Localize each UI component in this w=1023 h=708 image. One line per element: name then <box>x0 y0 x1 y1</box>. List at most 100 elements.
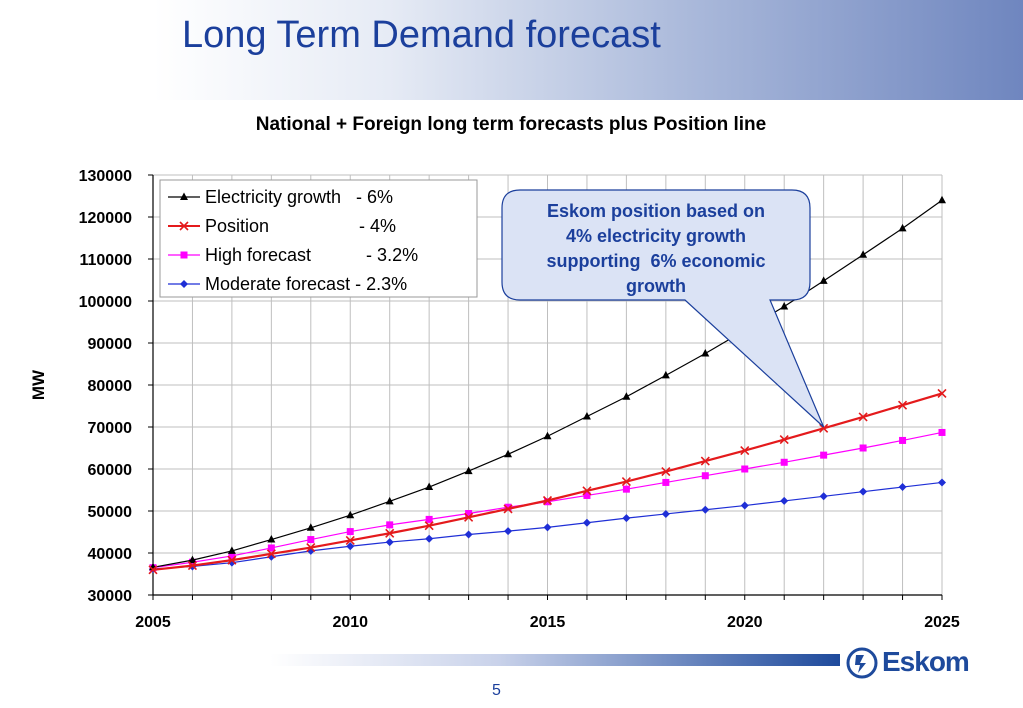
data-point <box>503 504 513 514</box>
data-point <box>701 349 710 357</box>
y-tick-label: 110000 <box>79 252 132 269</box>
y-tick-label: 70000 <box>88 420 133 437</box>
data-point <box>180 192 188 200</box>
data-point <box>622 485 630 493</box>
legend-entry: Electricity growth - 6% <box>205 187 393 207</box>
data-point <box>346 542 355 551</box>
data-point <box>306 542 316 553</box>
data-point <box>187 561 198 571</box>
data-point <box>543 523 552 532</box>
data-point <box>385 538 394 547</box>
y-tick-label: 120000 <box>79 210 132 227</box>
page-number: 5 <box>492 682 501 699</box>
y-tick-label: 40000 <box>88 546 133 563</box>
legend: Electricity growth - 6% Position - 4% High… <box>159 179 478 298</box>
data-point <box>385 528 395 538</box>
data-point <box>700 456 710 466</box>
legend-box <box>159 179 478 298</box>
data-point <box>820 451 828 459</box>
data-point <box>819 276 828 284</box>
data-point <box>386 521 394 529</box>
data-point <box>464 530 473 539</box>
y-tick-label: 60000 <box>88 462 133 479</box>
data-point <box>622 514 631 523</box>
series-2 <box>148 388 947 575</box>
y-tick-label: 30000 <box>88 588 133 605</box>
data-point <box>227 546 236 554</box>
slide-title: Long Term Demand forecast <box>182 14 661 56</box>
data-point <box>425 534 434 543</box>
data-point <box>780 458 788 466</box>
data-point <box>898 223 907 232</box>
x-tick-label: 2015 <box>530 614 566 631</box>
data-point <box>622 392 631 400</box>
data-point <box>937 388 947 398</box>
y-axis-label: MW <box>29 369 48 400</box>
data-point <box>504 527 513 536</box>
data-point <box>701 472 709 480</box>
data-point <box>662 478 670 486</box>
data-point <box>819 423 829 433</box>
y-tick-label: 80000 <box>88 378 133 395</box>
x-tick-label: 2010 <box>332 614 368 631</box>
data-point <box>307 536 315 544</box>
legend-entry: Moderate forecast - 2.3% <box>205 274 407 294</box>
callout-text-line: growth <box>626 276 686 296</box>
data-point <box>228 552 236 560</box>
series-1 <box>149 195 946 571</box>
data-point <box>779 435 789 445</box>
x-tick-label: 2025 <box>924 614 960 631</box>
data-point <box>701 505 710 514</box>
data-point <box>621 477 631 487</box>
data-point <box>306 523 315 531</box>
data-point <box>859 250 868 258</box>
data-point <box>180 280 188 288</box>
data-point <box>542 495 553 506</box>
data-point <box>464 512 474 522</box>
data-point <box>227 555 237 565</box>
demand-forecast-chart: National + Foreign long term forecasts p… <box>29 114 960 631</box>
data-point <box>180 251 188 259</box>
data-point <box>938 428 946 436</box>
data-point <box>938 195 946 204</box>
x-tick-label: 2005 <box>135 614 171 631</box>
data-point <box>582 412 591 420</box>
y-tick-label: 90000 <box>88 336 133 353</box>
eskom-logo: Eskom <box>846 646 976 679</box>
data-point <box>582 486 592 496</box>
data-point <box>740 501 749 510</box>
data-point <box>583 491 591 499</box>
callout-text-line: supporting 6% economic <box>546 251 765 271</box>
y-tick-label: 130000 <box>79 168 132 185</box>
data-point <box>346 528 354 536</box>
data-point <box>425 482 434 491</box>
data-point <box>346 510 355 519</box>
data-point <box>661 509 670 518</box>
data-point <box>741 465 749 473</box>
data-point <box>424 521 434 531</box>
data-point <box>267 535 276 543</box>
data-point <box>543 431 552 440</box>
chart-title: National + Foreign long term forecasts p… <box>256 114 766 135</box>
callout-text-line: Eskom position based on <box>547 201 765 221</box>
legend-entry: High forecast - 3.2% <box>205 245 418 265</box>
data-point <box>780 301 789 310</box>
data-point <box>780 496 789 505</box>
data-point <box>899 436 907 444</box>
data-point <box>148 565 158 575</box>
data-point <box>464 466 473 475</box>
data-point <box>938 478 946 487</box>
data-point <box>661 370 670 379</box>
data-point <box>267 544 275 552</box>
data-point <box>504 503 512 511</box>
data-point <box>858 412 868 422</box>
data-point <box>188 555 197 564</box>
callout-text-line: 4% electricity growth <box>566 226 746 246</box>
legend-entry: Position - 4% <box>205 216 396 236</box>
data-point <box>345 535 355 545</box>
eskom-emblem-icon <box>846 647 878 679</box>
logo-wordmark: Eskom <box>882 646 970 677</box>
data-point <box>266 549 276 559</box>
y-tick-label: 100000 <box>79 294 132 311</box>
data-point <box>544 498 551 506</box>
